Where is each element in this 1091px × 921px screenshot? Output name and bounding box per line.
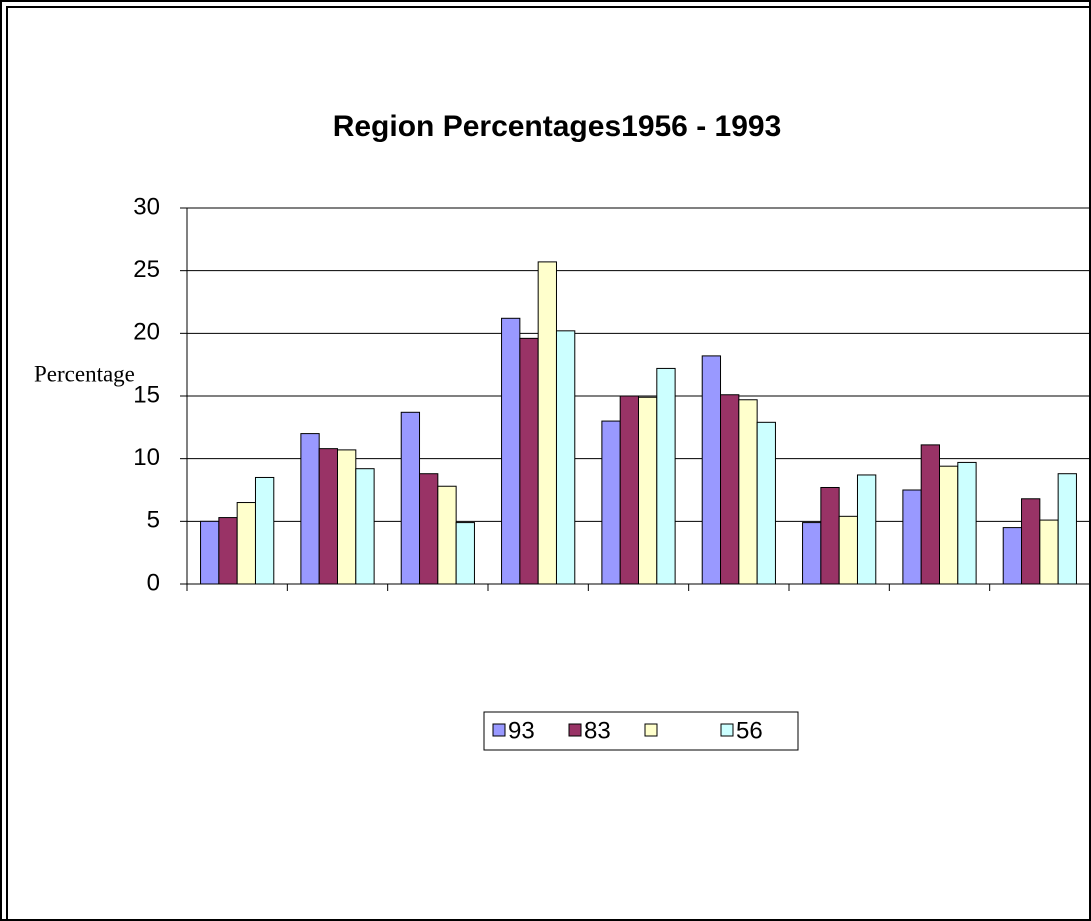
bar bbox=[555, 330, 576, 585]
bar bbox=[920, 444, 940, 585]
y-axis-label: Percentage bbox=[34, 361, 135, 386]
legend-swatch bbox=[720, 723, 734, 737]
bar bbox=[957, 461, 977, 585]
bar bbox=[437, 485, 457, 585]
legend-label: 83 bbox=[584, 717, 611, 744]
bar bbox=[200, 520, 220, 585]
bar bbox=[300, 433, 320, 585]
bar bbox=[720, 394, 740, 585]
bar bbox=[455, 522, 475, 585]
bar bbox=[838, 515, 858, 585]
y-tick-label: 25 bbox=[133, 256, 160, 283]
y-tick-label: 0 bbox=[147, 569, 160, 596]
bar bbox=[802, 522, 822, 585]
legend-label: 56 bbox=[736, 717, 763, 744]
legend-swatch bbox=[568, 723, 582, 737]
bar bbox=[337, 449, 357, 585]
bar bbox=[756, 421, 776, 585]
inner-frame bbox=[6, 6, 1091, 921]
y-tick-label: 20 bbox=[133, 319, 160, 346]
bar bbox=[939, 465, 959, 585]
bar bbox=[701, 355, 722, 585]
bar bbox=[318, 448, 339, 585]
bar bbox=[1057, 473, 1077, 585]
bar bbox=[1039, 519, 1059, 585]
bar bbox=[254, 476, 275, 585]
y-tick-label: 10 bbox=[133, 444, 160, 471]
bar bbox=[501, 317, 521, 585]
bar bbox=[738, 399, 758, 585]
bar bbox=[355, 468, 375, 585]
bar bbox=[400, 411, 421, 585]
bar bbox=[820, 486, 840, 585]
y-tick-label: 5 bbox=[147, 507, 160, 534]
bar bbox=[619, 395, 639, 585]
bar bbox=[218, 517, 238, 585]
bar bbox=[1021, 498, 1041, 585]
bar bbox=[236, 502, 256, 585]
bar bbox=[902, 489, 922, 585]
bar bbox=[519, 337, 539, 585]
bar bbox=[638, 396, 658, 585]
legend-swatch bbox=[644, 723, 658, 737]
bar bbox=[656, 367, 676, 585]
legend-swatch bbox=[492, 723, 506, 737]
bar bbox=[537, 261, 557, 585]
bar bbox=[1002, 527, 1023, 585]
y-tick-label: 15 bbox=[133, 381, 160, 408]
bar bbox=[419, 473, 439, 585]
chart-title: Region Percentages1956 - 1993 bbox=[333, 110, 782, 143]
y-tick-label: 30 bbox=[133, 193, 160, 220]
legend-box bbox=[483, 711, 799, 751]
bar bbox=[856, 474, 877, 585]
legend-label: 93 bbox=[508, 717, 535, 744]
bar bbox=[601, 420, 621, 585]
